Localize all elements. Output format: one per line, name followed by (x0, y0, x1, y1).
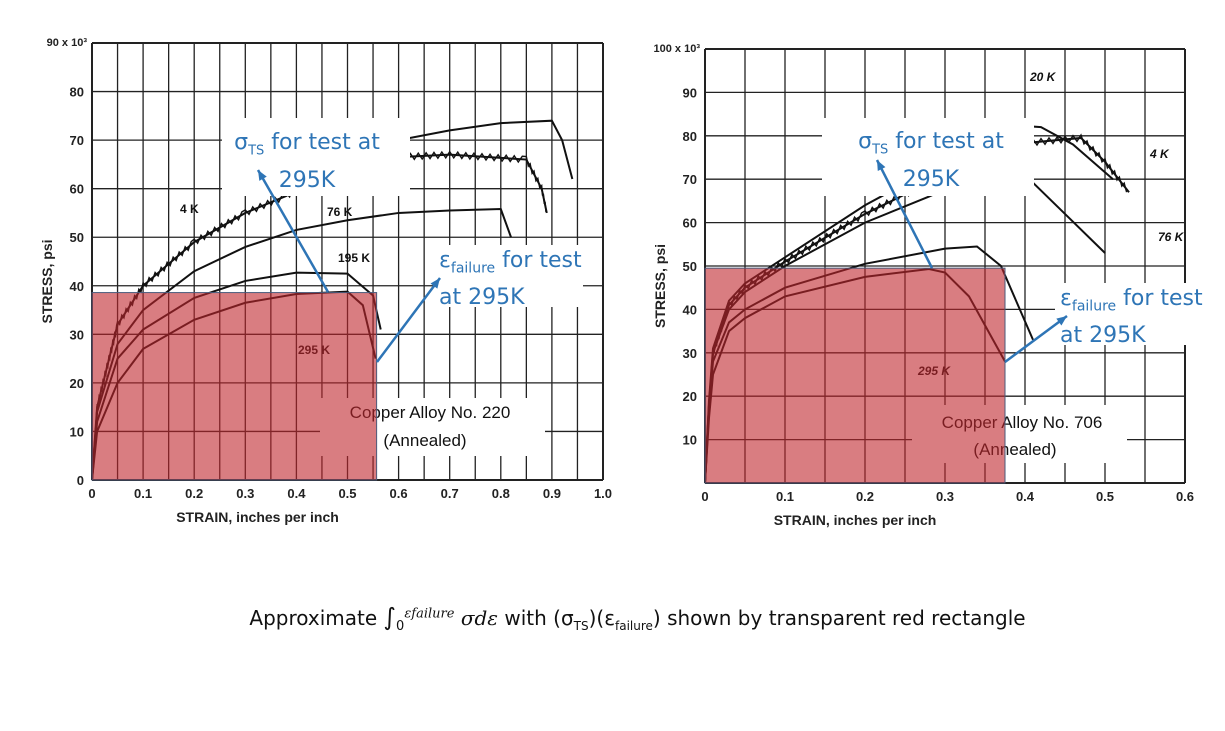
annotation-background (1055, 283, 1205, 345)
y-tick-label: 10 (683, 433, 697, 448)
y-tick-label: 30 (70, 327, 84, 342)
y-tick-label: 70 (683, 172, 697, 187)
arrowhead-icon (430, 278, 440, 289)
y-tick-label: 40 (683, 302, 697, 317)
x-tick-label: 0 (88, 486, 95, 501)
x-tick-label: 0.5 (1096, 489, 1114, 504)
eps-annotation-right: εfailure for test at 295K (1060, 286, 1203, 349)
curve-label: 20 K (1029, 70, 1057, 84)
sigma-eps-rectangle (91, 292, 378, 481)
y-axis-label: STRESS, psi (39, 239, 55, 323)
x-tick-label: 1.0 (594, 486, 612, 501)
curve-unlabeled (372, 119, 574, 180)
x-tick-label: 0.3 (236, 486, 254, 501)
arrowhead-icon (877, 160, 886, 171)
x-tick-label: 0.9 (543, 486, 561, 501)
arrowhead-icon (1056, 316, 1067, 326)
y-tick-label: 20 (70, 376, 84, 391)
annotation-arrow (875, 159, 934, 269)
sigma-annotation-right: σTS for test at 295K (858, 129, 1004, 193)
x-tick-label: 0.1 (776, 489, 794, 504)
y-tick-label: 50 (683, 259, 697, 274)
arrowhead-icon (258, 170, 267, 181)
x-tick-label: 0.4 (1016, 489, 1035, 504)
x-tick-label: 0.1 (134, 486, 152, 501)
x-tick-label: 0.6 (1176, 489, 1194, 504)
x-tick-label: 0.6 (390, 486, 408, 501)
alloy-title: Copper Alloy No. 220 (350, 403, 511, 422)
y-tick-label: 50 (70, 230, 84, 245)
y-tick-label: 80 (70, 85, 84, 100)
annotation-background (822, 118, 1034, 196)
y-tick-label: 90 (683, 85, 697, 100)
y-tick-label: 40 (70, 279, 84, 294)
annotation-background (222, 118, 410, 196)
curve-label: 76 K (1158, 230, 1185, 244)
alloy-subtitle: (Annealed) (383, 431, 466, 450)
x-tick-label: 0.8 (492, 486, 510, 501)
y-max-label: 100 x 10³ (654, 43, 701, 55)
sigma-annotation-left: σTS for test at 295K (234, 130, 380, 194)
y-tick-label: 70 (70, 133, 84, 148)
eps-annotation-left: εfailure for test at 295K (439, 248, 582, 311)
x-tick-label: 0.4 (287, 486, 306, 501)
sigma-eps-rectangle (704, 267, 1006, 484)
y-max-label: 90 x 10³ (47, 37, 88, 49)
y-tick-label: 0 (77, 473, 84, 488)
y-tick-label: 60 (683, 216, 697, 231)
y-tick-label: 30 (683, 346, 697, 361)
curve-label: 195 K (338, 251, 370, 265)
y-tick-label: 60 (70, 182, 84, 197)
annotation-arrow (1004, 314, 1068, 364)
curve-label: 76 K (327, 205, 353, 219)
y-axis-label: STRESS, psi (652, 244, 668, 328)
x-axis-label: STRAIN, inches per inch (774, 512, 937, 528)
y-tick-label: 80 (683, 129, 697, 144)
x-tick-label: 0.2 (185, 486, 203, 501)
curve-label: 4 K (180, 202, 199, 216)
y-tick-label: 10 (70, 424, 84, 439)
y-tick-label: 20 (683, 389, 697, 404)
annotation-arrow (376, 277, 441, 363)
annotation-background (435, 245, 583, 307)
x-tick-label: 0.2 (856, 489, 874, 504)
x-tick-label: 0.7 (441, 486, 459, 501)
annotation-arrow (256, 169, 330, 293)
x-axis-label: STRAIN, inches per inch (176, 509, 339, 525)
x-tick-label: 0.5 (338, 486, 356, 501)
curve-label: 4 K (1149, 147, 1170, 161)
caption: Approximate ∫0εfailure σdε with (σTS)(εf… (249, 603, 1026, 634)
x-tick-label: 0 (701, 489, 708, 504)
x-tick-label: 0.3 (936, 489, 954, 504)
